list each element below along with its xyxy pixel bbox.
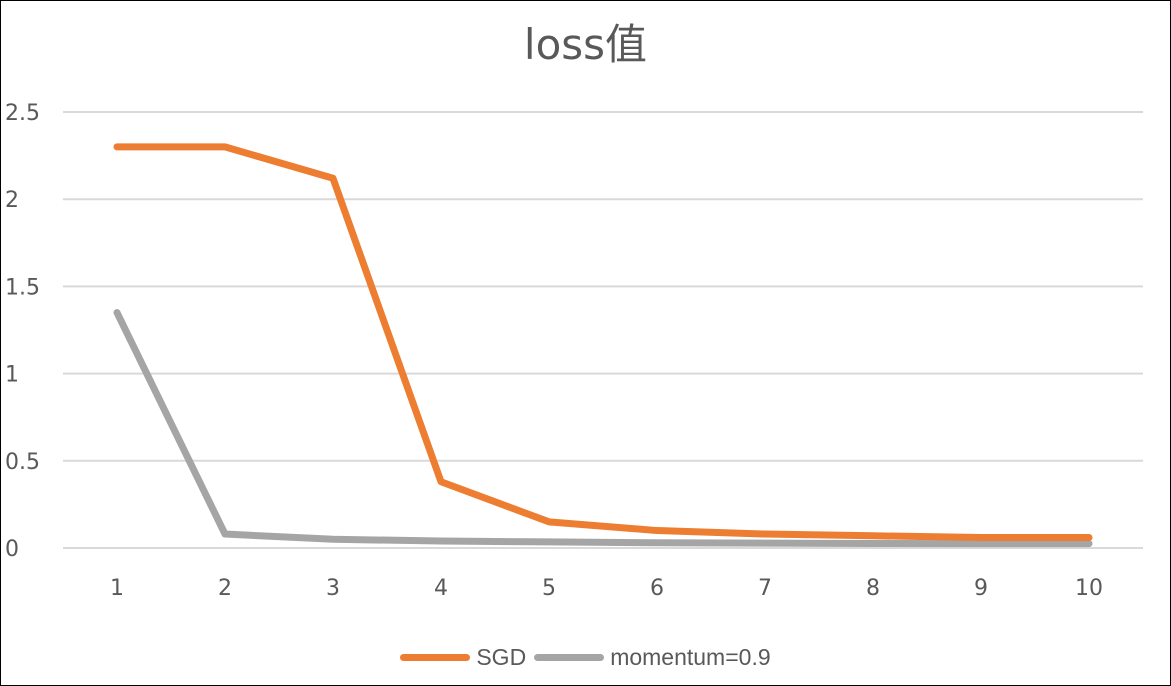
x-tick-label: 8 xyxy=(866,576,880,601)
x-tick-label: 3 xyxy=(326,576,340,601)
legend: SGD momentum=0.9 xyxy=(1,644,1170,671)
x-axis-ticks: 1 2 3 4 5 6 7 8 9 10 xyxy=(110,576,1103,601)
y-tick-label: 2.5 xyxy=(5,101,40,126)
x-tick-label: 5 xyxy=(542,576,556,601)
x-tick-label: 1 xyxy=(110,576,124,601)
legend-item-sgd: SGD xyxy=(400,644,526,671)
series-line-sgd xyxy=(113,143,1093,542)
chart-title: loss值 xyxy=(523,20,648,69)
y-axis-ticks: 0 0.5 1 1.5 2 2.5 xyxy=(5,101,40,562)
legend-label-momentum: momentum=0.9 xyxy=(610,644,771,670)
legend-item-momentum: momentum=0.9 xyxy=(534,644,771,671)
legend-label-sgd: SGD xyxy=(476,644,527,670)
series-line-momentum-0-9 xyxy=(113,309,1093,548)
y-tick-label: 1.5 xyxy=(5,275,40,300)
y-tick-label: 0 xyxy=(5,537,19,562)
series-lines xyxy=(113,143,1093,548)
x-tick-label: 7 xyxy=(758,576,772,601)
x-tick-label: 2 xyxy=(218,576,232,601)
gridlines xyxy=(63,111,1143,549)
y-tick-label: 0.5 xyxy=(5,450,40,475)
y-tick-label: 2 xyxy=(5,188,19,213)
x-tick-label: 6 xyxy=(650,576,664,601)
legend-swatch-sgd xyxy=(400,654,471,661)
x-tick-label: 4 xyxy=(434,576,448,601)
x-tick-label: 10 xyxy=(1075,576,1103,601)
x-tick-label: 9 xyxy=(974,576,988,601)
y-tick-label: 1 xyxy=(5,363,19,388)
legend-swatch-momentum xyxy=(534,654,605,661)
